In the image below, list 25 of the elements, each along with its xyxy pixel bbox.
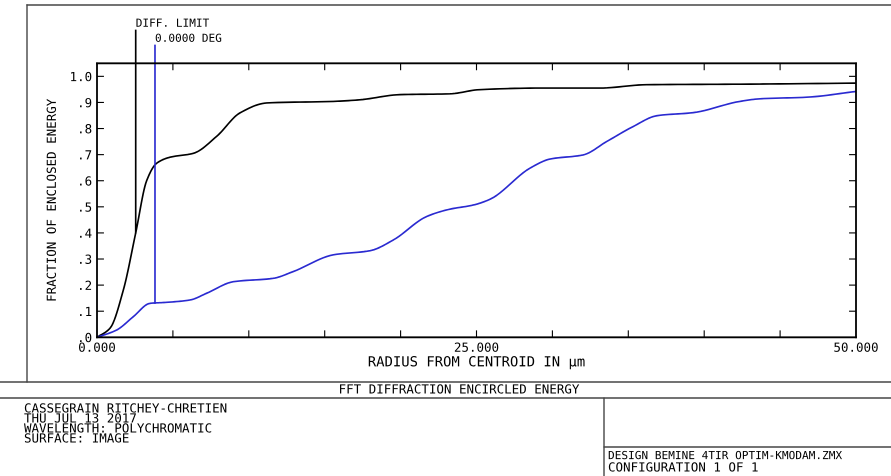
y-tick-label: .6 [80, 176, 92, 186]
x-tick-label: 25.000 [454, 342, 498, 352]
ref-line-label: DIFF. LIMIT [136, 18, 210, 27]
text: DESIGN BEMINE 4TIR OPTIM-KMODAM.ZMX [608, 450, 842, 460]
y-tick-label: .9 [80, 98, 92, 108]
x-tick-label: 0.000 [79, 342, 116, 352]
y-tick-label: .0 [80, 332, 92, 342]
y-tick-label: .1 [80, 306, 92, 316]
y-axis-title: FRACTION OF ENCLOSED ENERGY [46, 98, 56, 300]
text: CONFIGURATION 1 OF 1 [608, 462, 758, 472]
y-tick-label: 1.0 [71, 72, 92, 82]
y-tick-label: .5 [80, 202, 92, 212]
text: THU JUL 13 2017 [24, 413, 136, 423]
text: CASSEGRAIN RITCHEY-CHRETIEN [24, 403, 226, 413]
y-tick-label: .8 [80, 124, 92, 134]
text: WAVELENGTH: POLYCHROMATIC [24, 423, 212, 433]
y-tick-label: .4 [80, 228, 92, 238]
text: FFT DIFFRACTION ENCIRCLED ENERGY [340, 384, 580, 394]
x-axis-title: RADIUS FROM CENTROID IN µm [368, 356, 585, 370]
x-tick-label: 50.000 [834, 342, 878, 352]
y-tick-label: .3 [80, 254, 92, 264]
y-tick-label: .2 [80, 280, 92, 290]
y-tick-label: .7 [80, 150, 92, 160]
ref-line-label: 0.0000 DEG [156, 34, 222, 42]
text: SURFACE: IMAGE [24, 433, 129, 443]
